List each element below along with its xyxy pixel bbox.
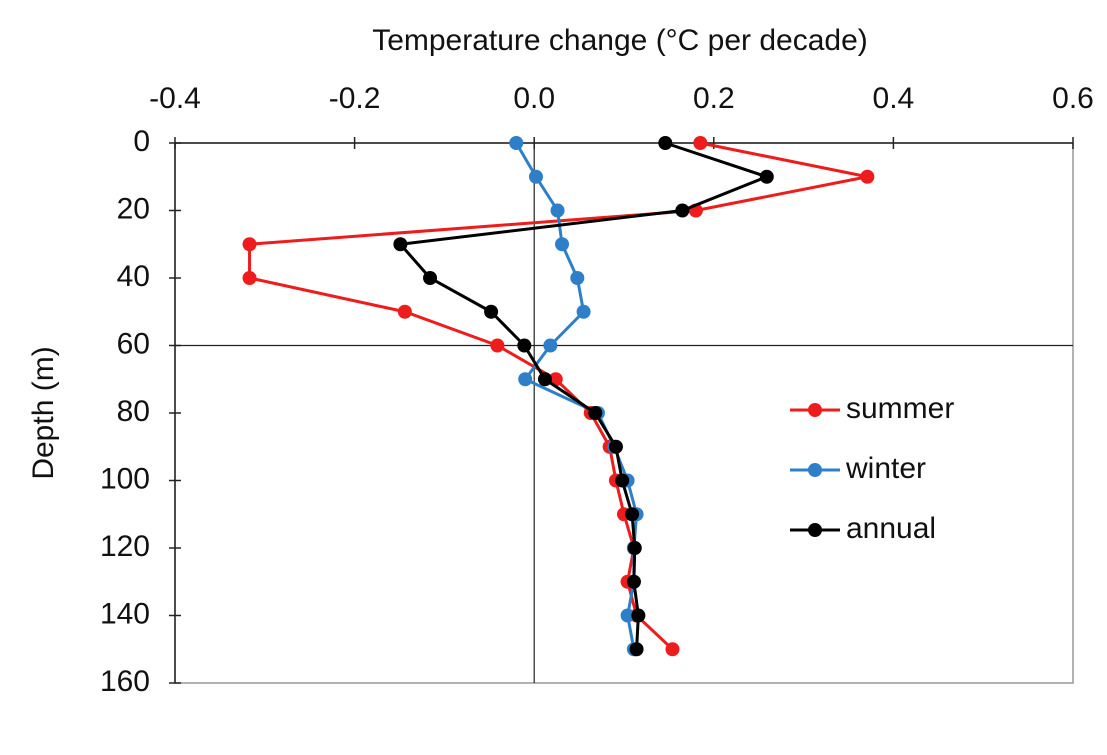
data-point	[665, 642, 680, 657]
y-tick-label: 100	[100, 462, 150, 495]
series-line	[248, 141, 868, 651]
data-point	[626, 574, 641, 589]
y-tick-label: 20	[117, 192, 150, 225]
y-tick-label: 60	[117, 327, 150, 360]
data-point	[397, 304, 412, 319]
data-point	[625, 507, 640, 522]
data-point	[518, 372, 533, 387]
data-point	[759, 169, 774, 184]
data-point	[588, 406, 603, 420]
y-tick-label: 140	[100, 597, 150, 630]
data-point	[537, 372, 552, 387]
data-point	[543, 338, 558, 353]
legend-marker	[808, 523, 822, 537]
data-point	[658, 136, 673, 150]
data-point	[576, 304, 591, 319]
data-point	[528, 169, 543, 184]
y-tick-label: 120	[100, 530, 150, 563]
y-tick-label: 40	[117, 260, 150, 293]
y-tick-label: 80	[117, 395, 150, 428]
x-tick-label: 0.6	[1052, 82, 1094, 115]
data-point	[693, 136, 708, 150]
legend-label: winter	[845, 452, 926, 485]
x-tick-label: 0.4	[873, 82, 915, 115]
legend-label: summer	[846, 392, 954, 425]
data-point	[517, 338, 532, 353]
data-point	[550, 203, 565, 218]
data-point	[675, 203, 690, 218]
data-point	[631, 608, 646, 623]
data-point	[490, 338, 505, 353]
y-tick-label: 160	[100, 665, 150, 698]
data-point	[242, 271, 257, 285]
x-tick-label: -0.2	[329, 82, 381, 115]
data-point	[393, 237, 408, 252]
y-axis-label: Depth (m)	[27, 346, 60, 479]
series-line	[397, 141, 772, 650]
data-point	[629, 642, 644, 657]
y-tick-label: 0	[133, 125, 150, 158]
data-point	[608, 439, 623, 454]
data-point	[860, 169, 875, 184]
x-tick-label: 0.0	[513, 82, 555, 115]
data-point	[484, 304, 499, 319]
legend-marker	[808, 403, 822, 417]
chart-title: Temperature change (°C per decade)	[372, 24, 868, 57]
data-point	[620, 608, 635, 623]
x-tick-label: 0.2	[693, 82, 735, 115]
legend-marker	[808, 463, 822, 477]
data-point	[509, 136, 524, 150]
data-point	[615, 473, 630, 488]
data-point	[242, 237, 257, 252]
legend-label: annual	[846, 512, 936, 545]
data-point	[555, 237, 570, 252]
data-point	[423, 271, 438, 285]
data-point	[570, 271, 585, 285]
data-point	[627, 541, 642, 555]
x-tick-label: -0.4	[149, 82, 201, 115]
